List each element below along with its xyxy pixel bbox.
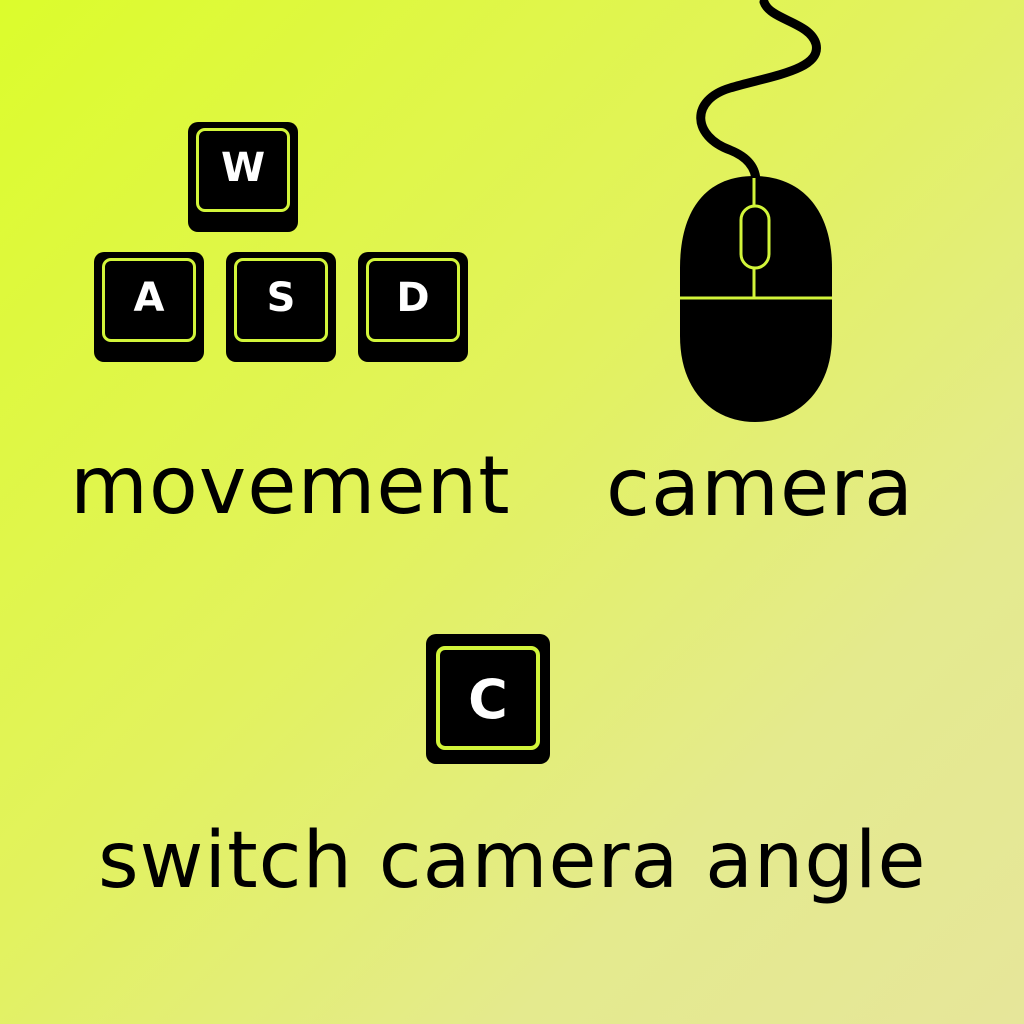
key-c-highlight [436, 646, 540, 750]
key-s: S [226, 252, 336, 362]
key-a-label: A [133, 275, 165, 321]
key-s-highlight [234, 258, 328, 342]
key-s-label: S [266, 275, 296, 321]
key-w-label: W [220, 145, 266, 191]
key-d: D [358, 252, 468, 362]
key-w: W [188, 122, 298, 232]
key-a-highlight [102, 258, 196, 342]
key-w-highlight [196, 128, 290, 212]
switch-camera-angle-label: switch camera angle [98, 816, 927, 906]
movement-label: movement [70, 439, 511, 532]
key-d-highlight [366, 258, 460, 342]
key-d-label: D [396, 275, 430, 321]
mouse-icon [680, 0, 832, 422]
key-a: A [94, 252, 204, 362]
key-c-label: C [468, 668, 508, 731]
key-c: C [426, 634, 550, 764]
camera-label: camera [606, 441, 915, 534]
